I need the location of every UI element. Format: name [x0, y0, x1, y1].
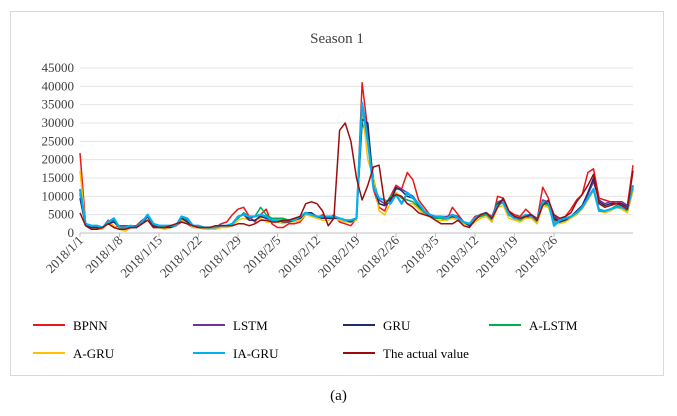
legend-label: IA-GRU — [233, 346, 279, 361]
y-tick-label: 25000 — [42, 133, 75, 148]
series-line-ia-gru — [78, 101, 635, 229]
series-line-the-actual-value — [79, 122, 634, 231]
y-tick-label: 35000 — [42, 97, 75, 112]
gridlines — [80, 67, 633, 234]
legend-label: The actual value — [383, 346, 469, 361]
x-tick-label: 2018/2/12 — [275, 233, 323, 281]
x-axis: 2018/1/12018/1/82018/1/152018/1/222018/1… — [43, 232, 561, 280]
legend-label: A-LSTM — [529, 318, 578, 333]
chart-title: Season 1 — [310, 31, 364, 47]
x-tick-label: 2018/1/15 — [117, 233, 165, 281]
x-tick-label: 2018/1/1 — [43, 233, 86, 276]
y-tick-label: 20000 — [42, 152, 75, 167]
y-tick-label: 45000 — [42, 60, 75, 75]
y-tick-label: 40000 — [42, 78, 75, 93]
y-tick-label: 10000 — [42, 188, 75, 203]
y-tick-label: 5000 — [48, 207, 74, 222]
legend-label: LSTM — [233, 318, 268, 333]
x-tick-label: 2018/1/29 — [196, 233, 244, 281]
legend-label: A-GRU — [73, 346, 115, 361]
y-tick-label: 30000 — [42, 115, 75, 130]
y-tick-label: 0 — [68, 225, 75, 240]
legend-label: GRU — [383, 318, 411, 333]
x-tick-label: 2018/1/22 — [157, 233, 205, 281]
y-tick-label: 15000 — [42, 170, 75, 185]
y-axis: 0 5000 10000 15000 20000 25000 30000 35000 40000… — [42, 60, 75, 240]
x-tick-label: 2018/2/19 — [315, 233, 363, 281]
figure-caption: (a) — [330, 388, 347, 404]
legend: BPNN LSTM GRU A-LSTM A-GRU IA-GRU The actual v… — [33, 318, 578, 361]
x-tick-label: 2018/3/26 — [512, 232, 560, 280]
x-tick-label: 2018/2/26 — [354, 232, 402, 280]
line-chart: Season 1 0 5000 10000 15000 20000 25000 30000 3… — [33, 31, 635, 361]
x-tick-label: 2018/3/12 — [433, 233, 481, 281]
chart-frame: Season 1 0 5000 10000 15000 20000 25000 30000 3… — [10, 11, 664, 376]
x-tick-label: 2018/3/19 — [473, 233, 521, 281]
legend-label: BPNN — [73, 318, 108, 333]
series-lines — [78, 81, 635, 232]
